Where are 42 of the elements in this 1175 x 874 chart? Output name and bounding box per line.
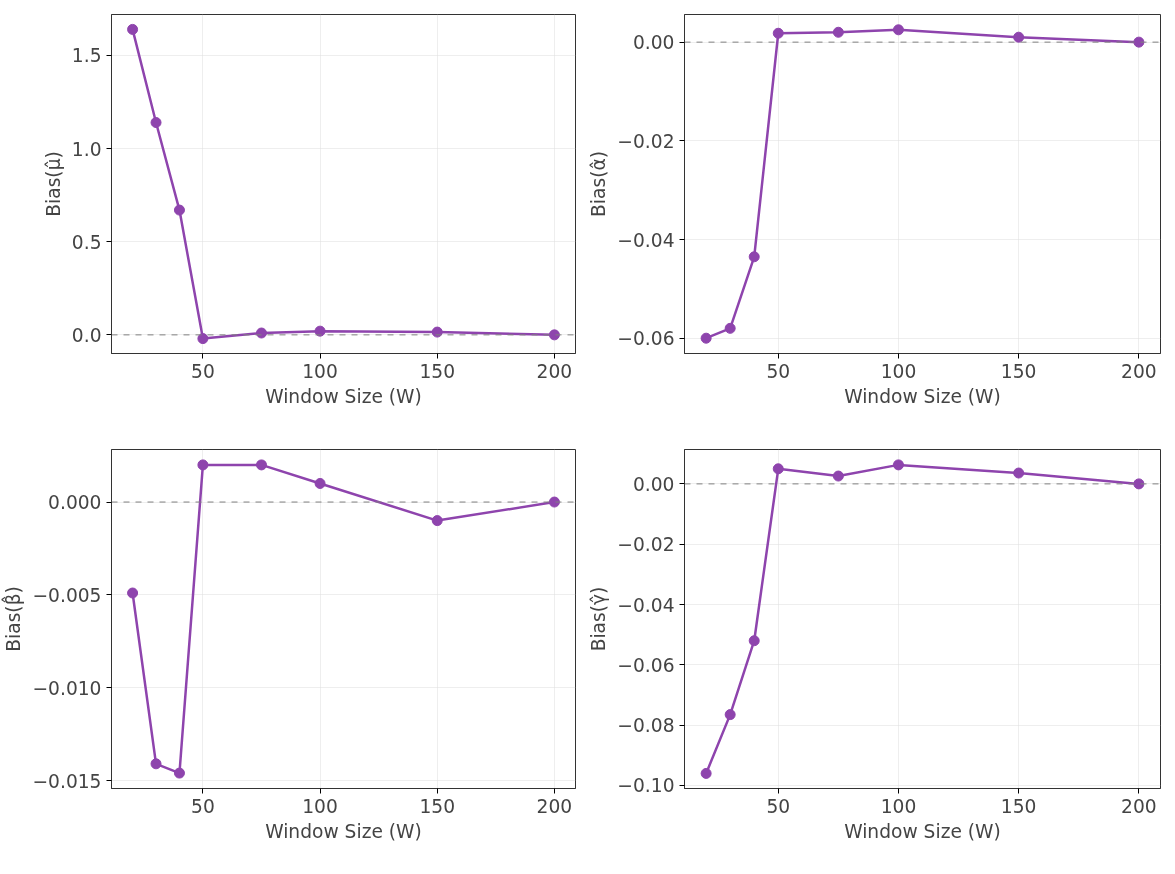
x-axis-title: Window Size (W): [265, 820, 422, 842]
y-tick-label: −0.08: [617, 715, 675, 737]
y-tick-label: −0.02: [617, 130, 675, 152]
y-tick-label: −0.04: [617, 594, 675, 616]
y-tick-label: 0.00: [632, 32, 675, 54]
x-tick-label: 200: [536, 795, 573, 817]
y-tick-label: −0.010: [32, 677, 102, 699]
y-axis-title: Bias(β̂): [1, 586, 25, 652]
y-tick-label: −0.015: [32, 770, 102, 792]
x-tick-label: 200: [1121, 795, 1157, 817]
x-tick-label: 100: [302, 360, 338, 382]
x-tick-label: 50: [191, 795, 215, 817]
x-tick-label: 200: [1121, 360, 1157, 382]
x-tick-label: 100: [880, 360, 917, 382]
y-axis-title: Bias(γ̂): [588, 586, 610, 652]
y-tick-label: −0.02: [617, 534, 675, 556]
x-tick-label: 150: [1000, 360, 1037, 382]
y-tick-label: −0.06: [617, 654, 675, 676]
y-tick-label: −0.06: [617, 328, 675, 350]
y-tick-label: −0.005: [32, 584, 102, 606]
y-tick-label: −0.10: [617, 775, 675, 797]
y-tick-label: 1.0: [71, 138, 102, 160]
x-axis-title: Window Size (W): [844, 385, 1001, 407]
y-axis-title: Bias(μ̂): [42, 151, 64, 217]
x-tick-label: 50: [766, 360, 791, 382]
x-tick-label: 150: [1000, 795, 1037, 817]
x-axis-title: Window Size (W): [844, 820, 1001, 842]
x-tick-label: 150: [419, 795, 456, 817]
x-tick-label: 150: [419, 360, 456, 382]
x-tick-label: 200: [536, 360, 573, 382]
x-tick-label: 100: [302, 795, 338, 817]
x-tick-label: 100: [880, 795, 917, 817]
x-tick-label: 50: [766, 795, 791, 817]
y-tick-label: 0.0: [71, 324, 102, 346]
x-axis-title: Window Size (W): [265, 385, 422, 407]
x-tick-label: 50: [191, 360, 215, 382]
y-tick-label: 0.00: [632, 473, 675, 495]
y-tick-label: 1.5: [71, 45, 102, 67]
y-tick-label: −0.04: [617, 229, 675, 251]
y-axis-title: Bias(α̂): [588, 150, 610, 217]
y-tick-label: 0.000: [48, 492, 102, 514]
y-tick-label: 0.5: [71, 231, 102, 253]
